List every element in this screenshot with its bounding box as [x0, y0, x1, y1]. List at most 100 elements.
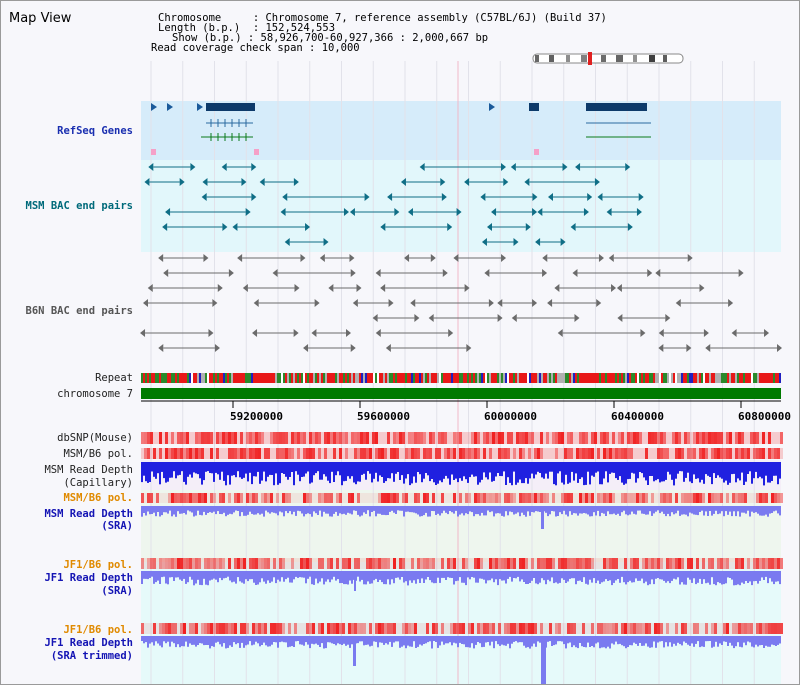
read-depth-bar	[347, 506, 349, 513]
read-depth-bar	[151, 506, 153, 514]
snp-density-cell	[672, 623, 675, 634]
read-depth-bar	[213, 636, 215, 647]
snp-density-cell	[282, 623, 285, 634]
snp-density-cell	[192, 623, 195, 634]
read-depth-bar	[605, 571, 607, 580]
snp-density-cell	[459, 432, 462, 444]
snp-density-cell	[321, 558, 324, 569]
repeat-cell	[773, 373, 775, 383]
read-depth-bar	[403, 571, 405, 583]
snp-density-cell	[579, 448, 582, 459]
repeat-cell	[247, 373, 249, 383]
track-label-b6n-bac[interactable]: B6N BAC end pairs	[25, 305, 133, 317]
snp-density-cell	[465, 558, 468, 569]
read-depth-bar	[687, 636, 689, 645]
chromosome-bar	[141, 388, 781, 399]
read-depth-bar	[531, 636, 533, 647]
snp-density-cell	[684, 432, 687, 444]
bac-end-arrow	[282, 193, 288, 201]
repeat-cell	[641, 373, 643, 383]
read-depth-bar	[577, 462, 579, 483]
bac-end-arrow	[583, 208, 589, 216]
read-depth-bar	[217, 462, 219, 475]
bac-end-arrow	[272, 269, 278, 277]
read-depth-bar	[729, 462, 731, 483]
snp-density-cell	[621, 493, 624, 503]
read-depth-bar	[417, 462, 419, 472]
read-depth-bar	[257, 571, 259, 585]
read-depth-bar	[319, 506, 321, 511]
read-depth-bar	[165, 506, 167, 513]
read-depth-bar	[433, 462, 435, 483]
snp-density-cell	[765, 558, 768, 569]
repeat-cell	[425, 373, 427, 383]
read-depth-bar	[609, 462, 611, 474]
read-depth-bar	[583, 462, 585, 486]
read-depth-bar	[359, 462, 361, 482]
snp-density-cell	[759, 623, 762, 634]
repeat-cell	[701, 373, 703, 383]
snp-density-cell	[276, 448, 279, 459]
snp-density-cell	[633, 448, 636, 459]
repeat-cell	[209, 373, 211, 383]
snp-density-cell	[651, 623, 654, 634]
read-depth-bar	[759, 636, 761, 646]
read-depth-bar	[319, 462, 321, 480]
read-depth-bar	[481, 506, 483, 513]
read-depth-bar	[701, 462, 703, 480]
snp-density-cell	[645, 448, 648, 459]
snp-density-cell	[471, 558, 474, 569]
repeat-cell	[327, 373, 329, 383]
read-depth-bar	[537, 506, 539, 512]
read-depth-bar	[543, 571, 545, 581]
read-depth-bar	[471, 462, 473, 475]
read-depth-bar	[311, 462, 313, 483]
repeat-cell	[359, 373, 361, 383]
snp-density-cell	[453, 448, 456, 459]
snp-density-cell	[282, 558, 285, 569]
read-depth-bar	[625, 636, 627, 649]
read-depth-bar	[607, 571, 609, 581]
track-label-msm-bac[interactable]: MSM BAC end pairs	[25, 200, 133, 212]
read-depth-bar	[479, 462, 481, 483]
read-depth-bar	[263, 636, 265, 643]
snp-density-cell	[603, 448, 606, 459]
read-depth-bar	[753, 571, 755, 582]
repeat-cell	[575, 373, 577, 383]
read-depth-bar	[525, 571, 527, 584]
bac-end-arrow	[284, 238, 290, 246]
track-label-refseq[interactable]: RefSeq Genes	[57, 125, 133, 137]
read-depth-bar	[699, 506, 701, 512]
snp-density-cell	[777, 558, 780, 569]
read-depth-bar	[331, 462, 333, 472]
read-depth-bar	[439, 506, 441, 516]
snp-density-cell	[651, 448, 654, 459]
bac-end-arrow	[346, 329, 352, 337]
snp-density-cell	[669, 432, 672, 444]
read-depth-bar	[631, 636, 633, 646]
snp-density-cell	[492, 558, 495, 569]
read-depth-bar	[521, 462, 523, 484]
read-depth-bar	[299, 506, 301, 512]
snp-density-cell	[576, 623, 579, 634]
read-depth-bar	[333, 506, 335, 514]
read-depth-bar	[171, 462, 173, 478]
read-depth-bar	[537, 571, 539, 585]
read-depth-bar	[539, 636, 541, 643]
snp-density-cell	[249, 432, 252, 444]
read-depth-bar	[663, 636, 665, 648]
read-depth-bar	[183, 506, 185, 513]
read-depth-bar	[205, 636, 207, 645]
snp-density-cell	[714, 558, 717, 569]
snp-density-cell	[738, 493, 741, 503]
read-depth-bar	[141, 571, 143, 584]
snp-density-cell	[693, 493, 696, 503]
read-depth-bar	[649, 636, 651, 648]
read-depth-bar	[739, 636, 741, 647]
repeat-cell	[491, 373, 493, 383]
repeat-cell	[269, 373, 271, 383]
snp-density-cell	[222, 493, 225, 503]
snp-density-cell	[273, 623, 276, 634]
read-depth-bar	[301, 571, 303, 578]
